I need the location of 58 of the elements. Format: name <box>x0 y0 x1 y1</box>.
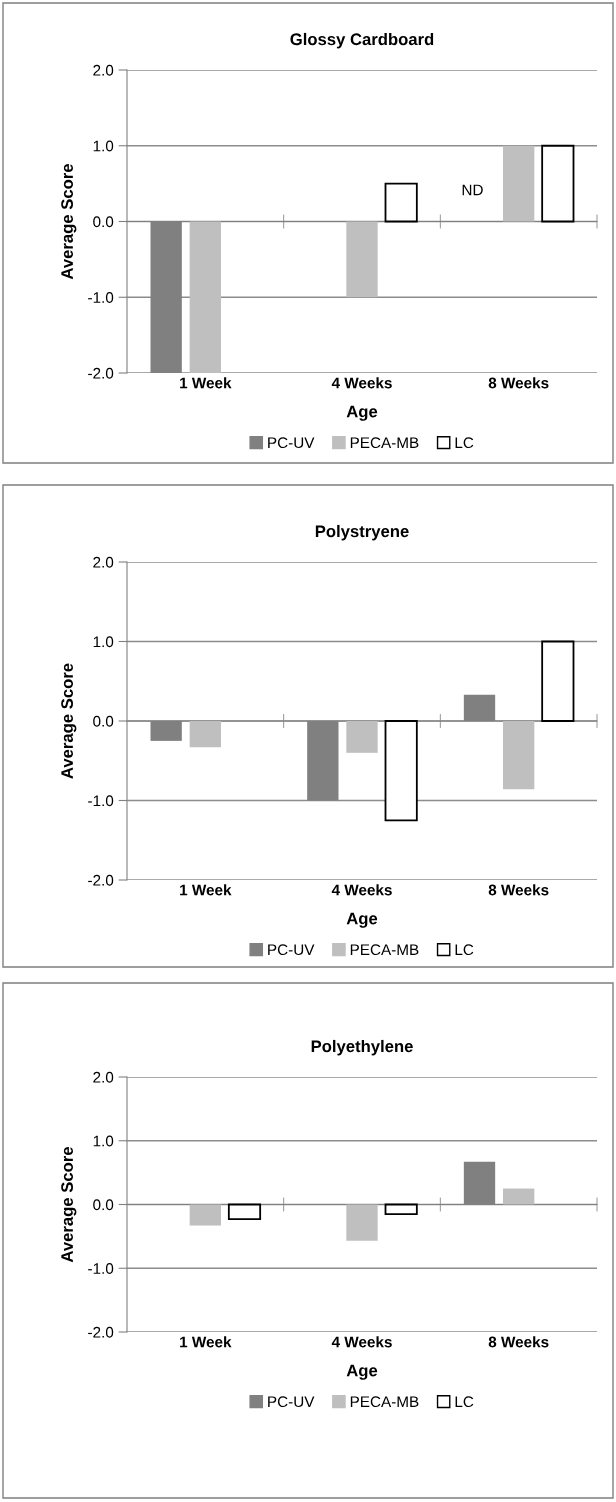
bar <box>227 1203 262 1221</box>
legend-label: LC <box>455 944 474 956</box>
legend-label: PC-UV <box>268 1396 315 1408</box>
x-tick-label: 4 Weeks <box>331 377 392 389</box>
x-axis-title: Age <box>346 405 378 421</box>
x-axis-title: Age <box>346 912 378 928</box>
y-tick-label: 2.0 <box>93 556 114 568</box>
x-axis-title: Age <box>346 1364 378 1380</box>
y-tick-label: 0.0 <box>93 715 114 727</box>
y-tick-label: -1.0 <box>88 292 114 303</box>
y-axis-title: Average Score <box>61 663 77 779</box>
bar <box>503 721 535 790</box>
y-tick-label: -1.0 <box>88 1263 114 1274</box>
x-tick-label: 4 Weeks <box>331 884 392 896</box>
x-tick-label: 4 Weeks <box>331 1336 392 1348</box>
y-tick-label: 0.0 <box>93 1199 114 1211</box>
x-tick-label: 8 Weeks <box>488 1336 549 1348</box>
y-tick-label: -1.0 <box>88 795 114 807</box>
bar <box>541 144 575 223</box>
legend-label: PECA-MB <box>350 437 419 449</box>
legend-label: PC-UV <box>268 437 315 449</box>
bar <box>346 221 378 298</box>
y-axis-title: Average Score <box>61 1147 77 1263</box>
bar <box>503 1188 535 1205</box>
bar <box>384 1203 418 1215</box>
legend-label: PECA-MB <box>350 944 419 956</box>
y-tick-label: 1.0 <box>93 1135 114 1147</box>
x-tick-label: 8 Weeks <box>488 884 549 896</box>
legend-label: PECA-MB <box>350 1396 419 1408</box>
x-tick-label: 1 Week <box>180 884 232 896</box>
x-tick-label: 1 Week <box>180 377 232 389</box>
y-axis-title: Average Score <box>61 164 77 280</box>
bar <box>346 1204 378 1241</box>
chart-title: Glossy Cardboard <box>290 32 434 49</box>
bar <box>541 640 575 722</box>
y-tick-label: -2.0 <box>88 1326 114 1338</box>
bar <box>189 1204 221 1226</box>
legend-label: PC-UV <box>268 944 315 956</box>
annotation: ND <box>462 184 483 196</box>
legend-label: LC <box>455 1396 474 1408</box>
y-tick-label: 1.0 <box>93 636 114 648</box>
y-tick-label: -2.0 <box>88 874 114 886</box>
x-tick-label: 8 Weeks <box>488 377 549 389</box>
bar <box>384 182 418 223</box>
y-tick-label: 2.0 <box>93 64 114 76</box>
x-tick-label: 1 Week <box>180 1336 232 1348</box>
bar <box>503 145 535 222</box>
bar <box>346 721 378 753</box>
y-tick-label: 0.0 <box>93 216 114 228</box>
y-tick-label: -2.0 <box>88 367 114 379</box>
bar <box>189 221 221 373</box>
bar <box>384 720 418 822</box>
bar <box>189 721 221 748</box>
chart-title: Polyethylene <box>311 1039 413 1056</box>
legend-label: LC <box>455 437 474 449</box>
chart-title: Polystryene <box>315 524 409 541</box>
y-tick-label: 2.0 <box>93 1071 114 1083</box>
y-tick-label: 1.0 <box>93 140 114 152</box>
